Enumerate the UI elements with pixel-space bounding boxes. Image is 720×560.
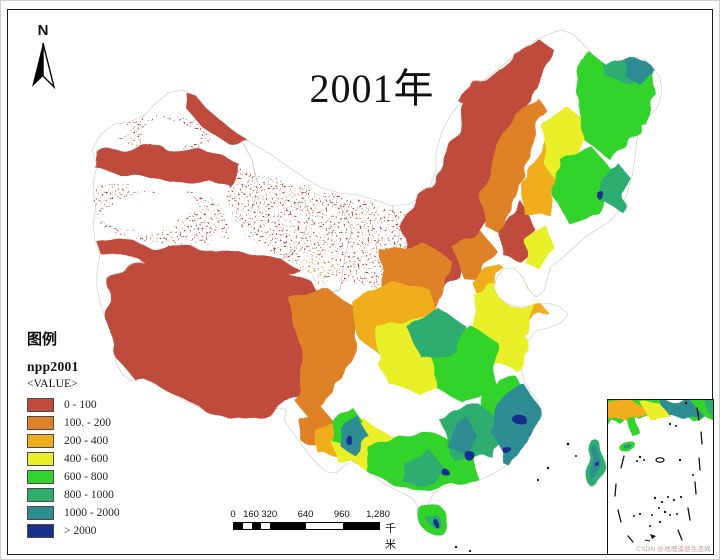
scale-unit: 千米 <box>385 523 396 551</box>
north-label: N <box>37 22 49 39</box>
inset-island-specks <box>633 401 694 542</box>
legend-swatch-icon <box>27 416 54 430</box>
legend-title: 图例 <box>27 332 58 348</box>
legend-item: 100. - 200 <box>27 414 167 432</box>
legend-swatch-icon <box>27 434 54 448</box>
legend-item: 0 - 100 <box>27 396 167 414</box>
north-arrow: N <box>26 22 60 100</box>
legend-swatch-icon <box>27 524 54 538</box>
north-arrow-icon <box>32 42 56 90</box>
map-title: 2001年 <box>309 66 435 111</box>
legend-swatch-icon <box>27 506 54 520</box>
legend-swatch-icon <box>27 470 54 484</box>
legend-field-name: <VALUE> <box>27 378 78 390</box>
legend-swatch-icon <box>27 488 54 502</box>
inset-graphic <box>608 400 713 543</box>
map-frame <box>7 9 713 555</box>
scale-bar: 0 160 320 640 960 1,280 千米 <box>230 509 403 551</box>
legend-item: 1000 - 2000 <box>27 504 167 522</box>
legend-layer-name: npp2001 <box>27 359 79 374</box>
legend-swatch-icon <box>27 398 54 412</box>
island-specks <box>454 442 577 553</box>
legend-item: 400 - 600 <box>27 450 167 468</box>
legend-item: 800 - 1000 <box>27 486 167 504</box>
legend-swatch-icon <box>27 452 54 466</box>
hainan-island <box>419 506 448 532</box>
taiwan-island <box>584 439 604 487</box>
legend: 图例 npp2001 <VALUE> 0 - 100 100. - 200 20… <box>27 328 167 540</box>
south-china-sea-inset: CSDN @地理遥感生态网 <box>607 399 714 555</box>
legend-item: 600 - 800 <box>27 468 167 486</box>
scale-bar-segments <box>233 522 380 530</box>
legend-item: 200 - 400 <box>27 432 167 450</box>
nine-dash-line <box>614 407 703 543</box>
legend-item: > 2000 <box>27 522 167 540</box>
watermark: CSDN @地理遥感生态网 <box>636 546 711 553</box>
